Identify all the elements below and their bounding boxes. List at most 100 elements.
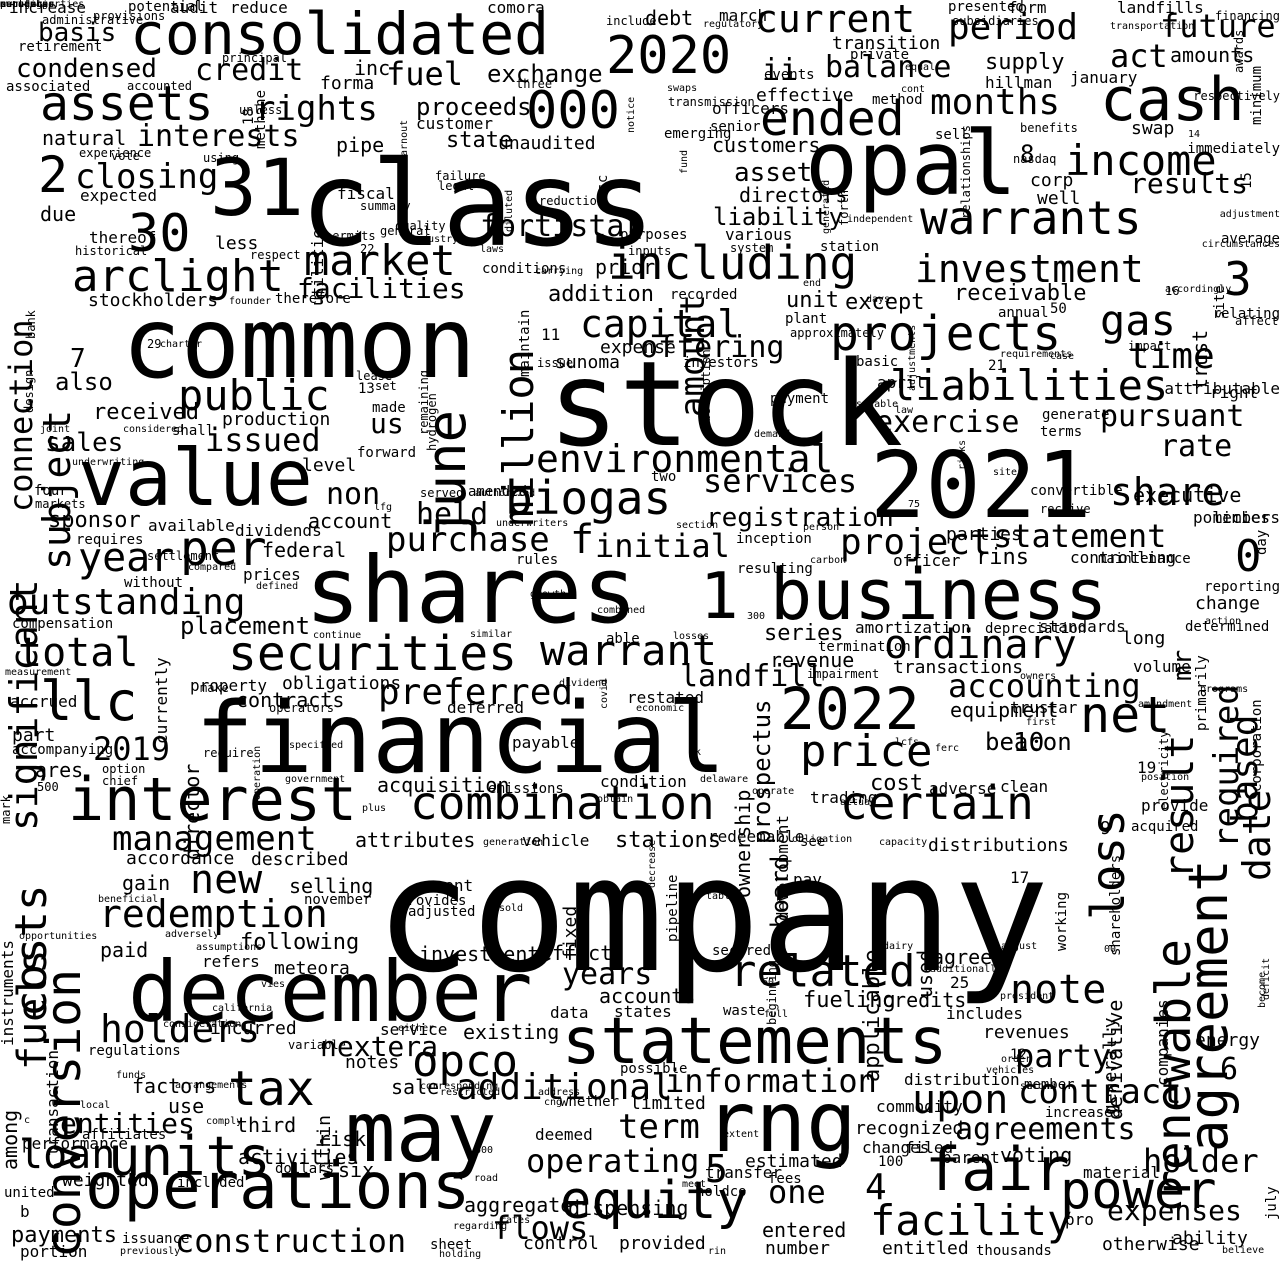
cloud-word: adjustment xyxy=(1219,209,1280,220)
cloud-word: opal xyxy=(805,112,1017,215)
cloud-word: contracts xyxy=(236,688,345,712)
cloud-word: 11 xyxy=(541,325,561,344)
cloud-word: effective xyxy=(756,85,854,106)
cloud-word: programs xyxy=(1200,684,1249,695)
cloud-word: accrued xyxy=(10,692,78,711)
cloud-word: 2020 xyxy=(606,26,732,86)
cloud-word: income xyxy=(1065,136,1217,185)
cloud-word: ownership xyxy=(731,789,755,898)
cloud-word: unit xyxy=(786,288,839,313)
cloud-word: following xyxy=(240,930,360,955)
cloud-word: development xyxy=(773,815,792,921)
cloud-word: make xyxy=(200,681,229,695)
cloud-word: impairment xyxy=(807,667,880,681)
cloud-word: increased xyxy=(1045,1105,1121,1121)
cloud-word: provided xyxy=(619,1233,706,1254)
cloud-word: annual xyxy=(998,305,1049,321)
cloud-word: reduce xyxy=(230,0,288,17)
cloud-word: current xyxy=(755,0,916,41)
cloud-word: combined xyxy=(597,605,646,616)
cloud-word: 8 xyxy=(1020,140,1035,168)
cloud-word: registration xyxy=(706,503,894,533)
cloud-word: paid xyxy=(100,938,149,962)
cloud-word: flows xyxy=(492,1209,589,1247)
cloud-word: assumptions xyxy=(196,942,263,953)
cloud-word: risk xyxy=(318,1127,367,1151)
cloud-word: partners xyxy=(0,0,49,10)
cloud-word: pay xyxy=(793,870,822,889)
cloud-word: change xyxy=(1195,593,1261,614)
cloud-word: 9 xyxy=(1100,818,1111,839)
cloud-word: table xyxy=(706,891,737,902)
cloud-word: full xyxy=(764,1009,789,1020)
cloud-word: receivable xyxy=(954,281,1087,306)
cloud-word: series xyxy=(764,621,844,646)
cloud-word: extent xyxy=(723,1129,760,1140)
cloud-word: general xyxy=(380,224,431,238)
cloud-word: trustar xyxy=(1010,698,1078,717)
cloud-word: property xyxy=(190,676,268,695)
cloud-word: deficit xyxy=(1261,957,1272,1000)
cloud-word: notice xyxy=(626,96,637,133)
cloud-word: capacity xyxy=(879,837,928,848)
cloud-word: adjusted xyxy=(408,904,476,920)
cloud-word: due xyxy=(40,202,77,226)
cloud-word: changes xyxy=(862,1138,930,1157)
cloud-word: circumstances xyxy=(1201,239,1280,250)
cloud-word: sale xyxy=(391,1075,440,1099)
cloud-word: industry xyxy=(410,234,459,245)
cloud-word: data xyxy=(550,1003,589,1022)
cloud-word: gain xyxy=(122,871,171,895)
cloud-word: services xyxy=(703,462,858,500)
cloud-word: equal xyxy=(905,62,936,73)
cloud-word: expense xyxy=(600,337,676,358)
cloud-word: secured xyxy=(712,943,772,959)
cloud-word: station xyxy=(820,239,880,255)
cloud-word: compensation xyxy=(12,616,114,632)
cloud-word: refers xyxy=(202,952,260,971)
cloud-word: swaps xyxy=(667,83,698,94)
cloud-word: operating xyxy=(526,1142,700,1180)
cloud-word: carbon xyxy=(810,555,847,566)
cloud-word: parent xyxy=(942,1148,1000,1167)
cloud-word: authorized xyxy=(475,488,536,499)
cloud-word: method xyxy=(872,92,923,108)
cloud-word: business xyxy=(770,554,1108,636)
cloud-word: relationships xyxy=(959,125,973,219)
cloud-word: maintenance xyxy=(1098,551,1191,567)
cloud-word: summary xyxy=(360,199,411,213)
cloud-word: months xyxy=(930,82,1061,123)
cloud-word: waste xyxy=(723,1003,766,1019)
cloud-word: risks xyxy=(957,439,968,470)
cloud-word: forma xyxy=(320,73,375,94)
cloud-word: increase xyxy=(9,0,87,17)
cloud-word: include xyxy=(606,14,657,28)
cloud-word: rate xyxy=(1160,429,1233,464)
cloud-word: respectively xyxy=(1193,89,1280,103)
cloud-word: defined xyxy=(256,581,299,592)
cloud-word: liability xyxy=(713,203,844,231)
cloud-word: amendment xyxy=(1138,699,1193,710)
cloud-word: plant xyxy=(785,311,828,327)
cloud-word: selling xyxy=(289,874,374,898)
cloud-word: inception xyxy=(736,531,812,547)
cloud-word: 10 xyxy=(1013,728,1045,758)
cloud-word: b xyxy=(20,1202,30,1221)
cloud-word: redemption xyxy=(99,892,328,936)
cloud-word: methane xyxy=(253,89,269,149)
cloud-word: beneficial xyxy=(98,894,159,905)
cloud-word: fund xyxy=(679,149,690,174)
cloud-word: revenue xyxy=(770,648,855,672)
cloud-word: payments xyxy=(11,1223,117,1248)
cloud-word: information xyxy=(665,1062,877,1100)
cloud-word: pursuant xyxy=(1100,399,1245,434)
cloud-word: offering xyxy=(640,330,785,365)
cloud-word: decrease xyxy=(647,839,658,888)
cloud-word: level xyxy=(302,455,357,476)
cloud-word: various xyxy=(725,225,793,244)
cloud-word: policies xyxy=(1193,508,1271,527)
cloud-word: 21 xyxy=(988,358,1005,374)
cloud-word: facilities xyxy=(297,272,466,305)
cloud-word: managing xyxy=(0,0,49,10)
cloud-word: shareholders xyxy=(1108,854,1124,956)
